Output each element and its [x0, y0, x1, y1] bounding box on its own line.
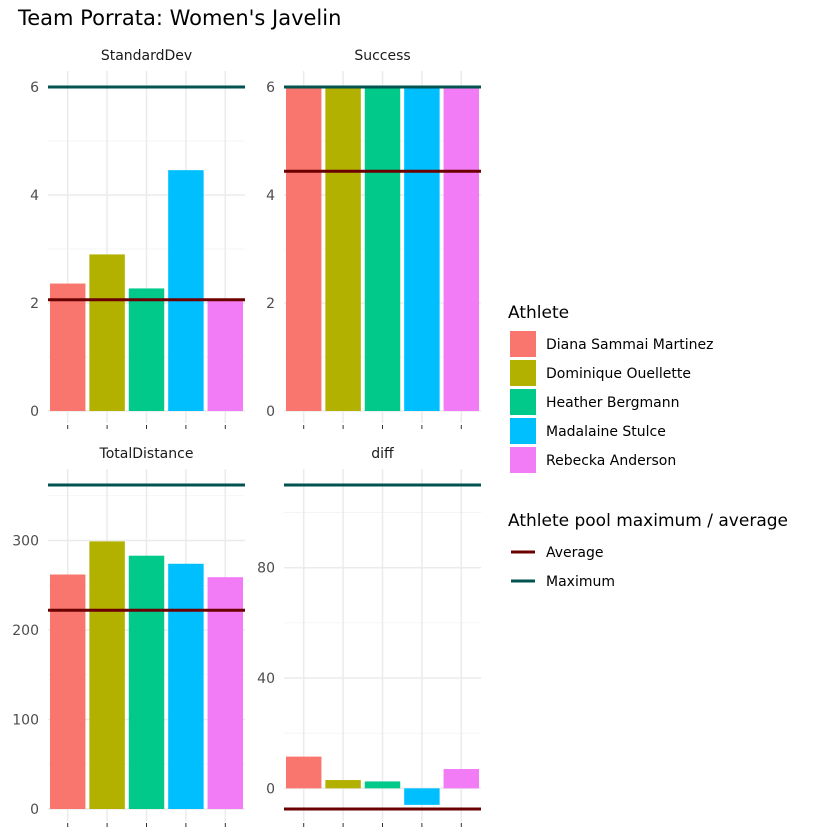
legend-label: Heather Bergmann: [546, 395, 679, 411]
bar-dominique-ouellette: [89, 254, 125, 411]
legend-label: Rebecka Anderson: [546, 453, 676, 469]
y-tick-label: 2: [266, 296, 275, 312]
bar-heather-bergmann: [128, 555, 165, 809]
y-tick-label: 2: [30, 296, 39, 312]
legend-swatch: [510, 418, 536, 444]
bar-diana-sammai-martinez: [285, 756, 322, 789]
chart-title: Team Porrata: Women's Javelin: [17, 6, 341, 30]
bar-heather-bergmann: [128, 288, 165, 411]
y-tick-label: 100: [12, 712, 39, 728]
bar-dominique-ouellette: [325, 780, 361, 789]
panel-strip-label: Success: [354, 48, 410, 64]
panel-strip-label: TotalDistance: [99, 446, 194, 462]
bar-madalaine-stulce: [168, 170, 204, 411]
bar-diana-sammai-martinez: [285, 87, 322, 411]
panel-strip-label: diff: [371, 446, 394, 462]
panel-success: Success 0 2 4 6: [266, 48, 481, 429]
y-tick-label: 80: [257, 561, 275, 577]
legend-fill-title: Athlete: [508, 303, 569, 323]
bar-madalaine-stulce: [404, 87, 440, 411]
legend-swatch: [510, 360, 536, 386]
bar-heather-bergmann: [364, 781, 401, 789]
y-tick-label: 0: [30, 802, 39, 818]
bar-dominique-ouellette: [325, 87, 361, 411]
bar-heather-bergmann: [364, 87, 401, 411]
bar-madalaine-stulce: [404, 788, 440, 805]
y-tick-label: 0: [266, 404, 275, 420]
bar-rebecka-anderson: [443, 769, 480, 789]
y-tick-label: 0: [30, 404, 39, 420]
y-tick-label: 4: [30, 188, 39, 204]
y-tick-label: 6: [266, 80, 275, 96]
y-tick-label: 200: [12, 623, 39, 639]
bar-dominique-ouellette: [89, 541, 125, 809]
chart-panels: StandardDev 0 2 4 6 Success 0 2 4 6 TotalDistance 0…: [12, 48, 481, 827]
panel-diff: diff 0 40 80: [257, 446, 481, 827]
y-tick-label: 4: [266, 188, 275, 204]
panel-standarddev: StandardDev 0 2 4 6: [30, 48, 245, 429]
bar-diana-sammai-martinez: [49, 283, 86, 411]
panel-totaldistance: TotalDistance 0 100 200 300: [12, 446, 245, 827]
bar-madalaine-stulce: [168, 563, 204, 809]
legend-line-title: Athlete pool maximum / average: [508, 511, 788, 531]
y-tick-label: 300: [12, 533, 39, 549]
legend-label: Madalaine Stulce: [546, 424, 666, 440]
bar-rebecka-anderson: [443, 87, 480, 411]
legend-line-label: Average: [546, 545, 604, 561]
y-tick-label: 40: [257, 671, 275, 687]
legend-swatch: [510, 389, 536, 415]
legend-label: Diana Sammai Martinez: [546, 337, 713, 353]
chart-legend: Athlete Diana Sammai Martinez Dominique Ou…: [508, 303, 788, 590]
bar-rebecka-anderson: [207, 577, 244, 809]
y-tick-label: 6: [30, 80, 39, 96]
legend-line-label: Maximum: [546, 574, 615, 590]
legend-swatch: [510, 331, 536, 357]
legend-label: Dominique Ouellette: [546, 366, 691, 382]
legend-swatch: [510, 447, 536, 473]
bar-rebecka-anderson: [207, 299, 244, 411]
panel-strip-label: StandardDev: [101, 48, 192, 64]
y-tick-label: 0: [266, 781, 275, 797]
bar-diana-sammai-martinez: [49, 574, 86, 809]
